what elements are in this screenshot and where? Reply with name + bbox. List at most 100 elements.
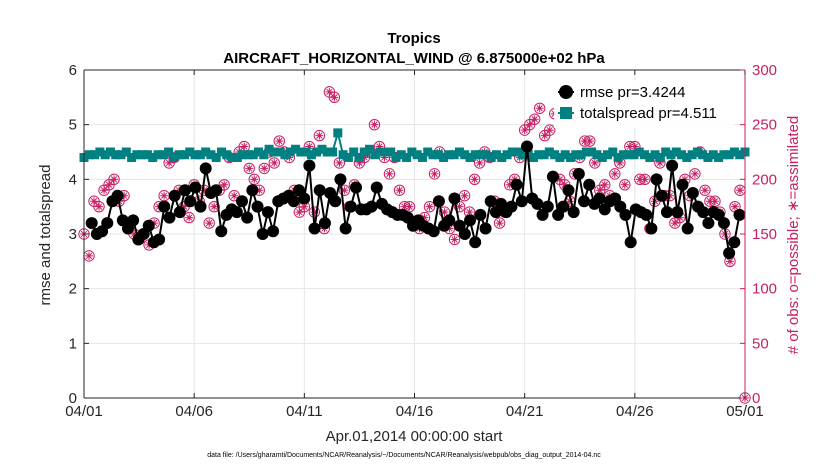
rmse-point xyxy=(681,222,694,235)
spread-point xyxy=(587,147,597,157)
rmse-point xyxy=(510,178,523,191)
legend-rmse-label: rmse pr=3.4244 xyxy=(580,84,685,101)
spread-point xyxy=(301,147,311,157)
obs-point xyxy=(423,200,436,213)
obs-assimilated-marker xyxy=(565,197,574,206)
obs-assimilated-marker xyxy=(665,191,674,200)
rmse-point xyxy=(458,228,471,240)
obs-point xyxy=(368,118,381,131)
obs-point xyxy=(639,173,651,186)
rmse-point xyxy=(697,206,710,219)
obs-point xyxy=(328,91,341,104)
spread-point xyxy=(454,147,464,157)
spread-point xyxy=(634,147,644,157)
spread-point xyxy=(618,150,628,160)
legend-rmse-marker xyxy=(559,85,573,99)
obs-assimilated-marker xyxy=(700,186,709,195)
spread-point xyxy=(375,147,385,157)
spread-point xyxy=(269,147,279,157)
obs-assimilated-marker xyxy=(655,158,664,167)
obs-point xyxy=(458,190,471,202)
obs-point xyxy=(533,102,546,114)
spread-point xyxy=(201,147,211,157)
rmse-point xyxy=(365,200,378,213)
obs-possible-marker xyxy=(393,184,406,196)
obs-assimilated-marker xyxy=(275,137,284,146)
obs-point xyxy=(158,190,170,202)
obs-point xyxy=(238,140,250,153)
obs-point xyxy=(599,179,611,191)
obs-possible-marker xyxy=(203,217,215,229)
rmse-point xyxy=(448,192,461,205)
obs-point xyxy=(313,129,326,142)
spread-point xyxy=(216,147,226,157)
spread-point xyxy=(142,150,152,160)
rmse-point xyxy=(505,200,518,213)
spread-point xyxy=(565,152,575,162)
obs-assimilated-marker xyxy=(630,142,639,151)
obs-assimilated-marker xyxy=(150,219,159,228)
spread-point xyxy=(640,150,650,160)
obs-possible-marker xyxy=(699,184,711,196)
obs-assimilated-marker xyxy=(85,251,94,260)
obs-assimilated-marker xyxy=(395,186,404,195)
x-tick-label: 04/01 xyxy=(65,403,103,420)
obs-possible-marker xyxy=(328,91,341,104)
obs-possible-marker xyxy=(599,179,611,191)
spread-point xyxy=(359,147,369,157)
obs-assimilated-marker xyxy=(600,180,609,189)
rmse-point xyxy=(334,173,347,186)
legend-spread-marker xyxy=(560,107,572,119)
obs-assimilated-marker xyxy=(380,153,389,162)
obs-assimilated-marker xyxy=(250,175,259,184)
spread-point xyxy=(671,147,681,157)
rmse-point xyxy=(723,247,736,260)
spread-point xyxy=(470,150,480,160)
spread-point xyxy=(708,150,718,160)
obs-possible-marker xyxy=(313,129,326,142)
plot-area xyxy=(78,86,751,404)
spread-point xyxy=(338,150,348,160)
spread-point xyxy=(534,150,544,160)
obs-point xyxy=(473,157,486,169)
rmse-point xyxy=(350,181,363,194)
obs-assimilated-marker xyxy=(105,180,114,189)
spread-point xyxy=(603,150,613,160)
rmse-point xyxy=(728,236,741,249)
obs-possible-marker xyxy=(368,118,381,131)
spread-point xyxy=(460,150,470,160)
obs-point xyxy=(619,179,631,191)
obs-point xyxy=(493,217,506,229)
obs-assimilated-marker xyxy=(670,219,679,228)
obs-assimilated-marker xyxy=(295,208,304,217)
obs-assimilated-marker xyxy=(370,120,379,129)
x-tick-label: 04/11 xyxy=(286,403,322,420)
obs-possible-marker xyxy=(218,179,230,191)
obs-assimilated-marker xyxy=(355,158,364,167)
rmse-point xyxy=(676,178,689,191)
x-tick-label: 04/06 xyxy=(175,403,213,420)
obs-assimilated-marker xyxy=(725,257,734,266)
spread-point xyxy=(402,152,412,162)
spread-point xyxy=(507,147,517,157)
y-right-tick-label: 150 xyxy=(752,226,777,243)
spread-point xyxy=(528,152,538,162)
rmse-point xyxy=(541,200,554,213)
legend-spread-label: totalspread pr=4.511 xyxy=(580,105,717,122)
spread-point xyxy=(555,152,565,162)
spread-point xyxy=(328,147,338,157)
spread-point xyxy=(645,152,655,162)
spread-point xyxy=(571,150,581,160)
spread-point xyxy=(661,147,671,157)
rmse-point xyxy=(210,184,223,197)
obs-assimilated-marker xyxy=(315,131,324,140)
rmse-point xyxy=(546,170,559,183)
obs-assimilated-marker xyxy=(205,219,214,228)
rmse-point xyxy=(469,236,482,249)
obs-point xyxy=(689,168,701,180)
obs-assimilated-marker xyxy=(385,169,394,178)
obs-point xyxy=(544,124,556,136)
rmse-point xyxy=(557,200,570,213)
y-tick-label: 0 xyxy=(69,390,77,407)
spread-point xyxy=(597,152,607,162)
